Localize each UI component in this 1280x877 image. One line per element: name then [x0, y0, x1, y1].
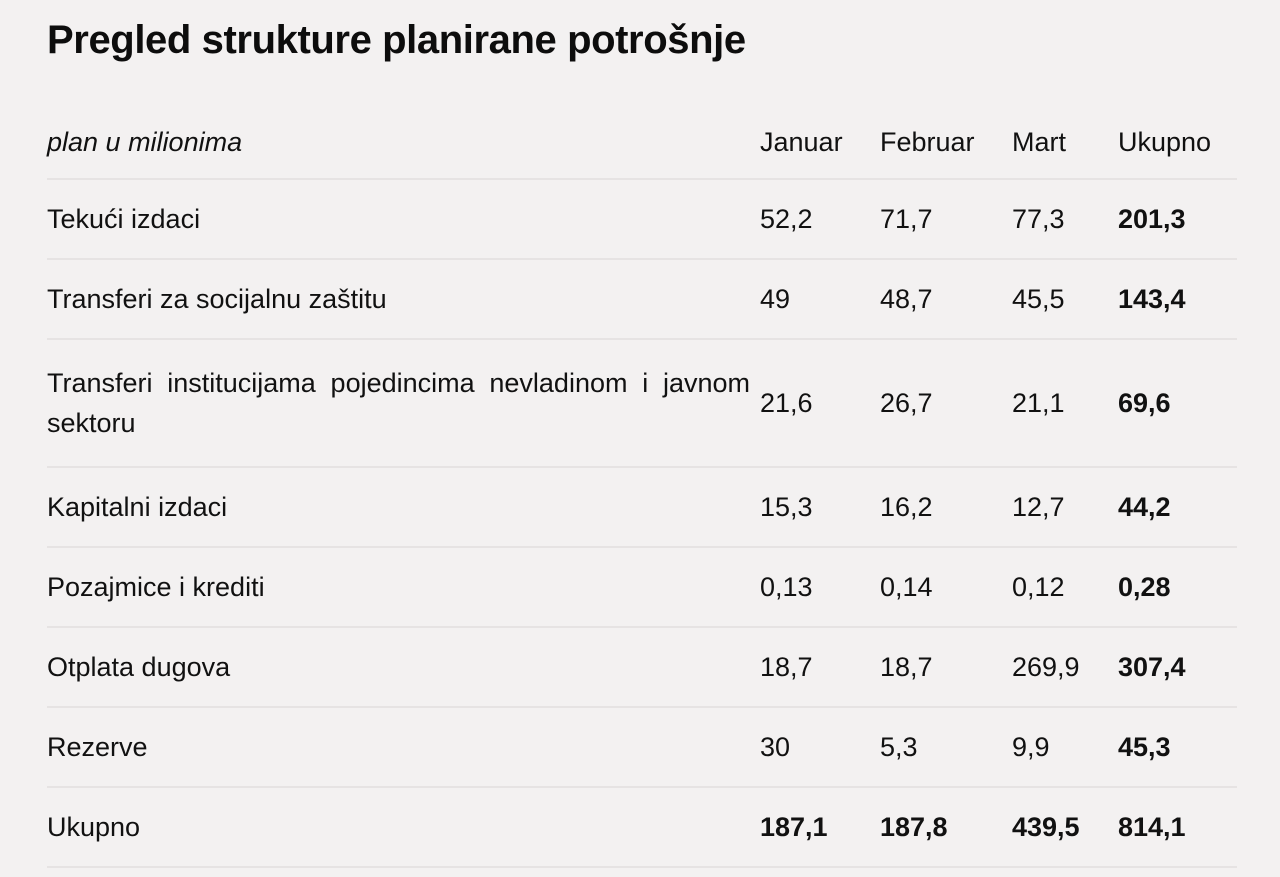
cell-ukupno: 143,4 [1118, 258, 1237, 339]
spending-table: plan u milionima Januar Februar Mart Uku… [47, 106, 1237, 868]
row-label-cell: Rezerve [47, 706, 760, 787]
cell-januar: 52,2 [760, 178, 880, 259]
row-label-cell: Kapitalni izdaci [47, 466, 760, 547]
row-label: Rezerve [47, 732, 148, 762]
cell-mart: 9,9 [1012, 706, 1118, 787]
cell-ukupno: 0,28 [1118, 546, 1237, 627]
row-label-cell: Tekući izdaci [47, 178, 760, 259]
row-label-cell: Otplata dugova [47, 626, 760, 707]
cell-mart: 77,3 [1012, 178, 1118, 259]
page-title: Pregled strukture planirane potrošnje [47, 18, 746, 62]
cell-februar: 71,7 [880, 178, 1012, 259]
row-label: Otplata dugova [47, 652, 231, 682]
cell-februar: 16,2 [880, 466, 1012, 547]
unit-label: plan u milionima [47, 126, 243, 157]
table-row: Pozajmice i krediti 0,13 0,14 0,12 0,28 [47, 546, 1237, 627]
cell-ukupno: 307,4 [1118, 626, 1237, 707]
row-label: Transferi institucijama pojedincima nevl… [47, 368, 750, 438]
cell-februar: 5,3 [880, 706, 1012, 787]
cell-mart: 21,1 [1012, 338, 1118, 467]
cell-mart: 0,12 [1012, 546, 1118, 627]
cell-januar: 18,7 [760, 626, 880, 707]
row-label: Kapitalni izdaci [47, 492, 228, 522]
cell-februar: 48,7 [880, 258, 1012, 339]
total-februar: 187,8 [880, 786, 1012, 868]
cell-januar: 30 [760, 706, 880, 787]
cell-ukupno: 201,3 [1118, 178, 1237, 259]
cell-januar: 49 [760, 258, 880, 339]
table-row: Rezerve 30 5,3 9,9 45,3 [47, 706, 1237, 787]
cell-ukupno: 45,3 [1118, 706, 1237, 787]
row-label-cell: Pozajmice i krediti [47, 546, 760, 627]
table-header-row: plan u milionima Januar Februar Mart Uku… [47, 106, 1237, 179]
cell-ukupno: 69,6 [1118, 338, 1237, 467]
row-label: Transferi za socijalnu zaštitu [47, 284, 387, 314]
table-row: Tekući izdaci 52,2 71,7 77,3 201,3 [47, 178, 1237, 259]
table-row: Kapitalni izdaci 15,3 16,2 12,7 44,2 [47, 466, 1237, 547]
cell-februar: 18,7 [880, 626, 1012, 707]
column-header-ukupno: Ukupno [1118, 126, 1212, 157]
total-mart: 439,5 [1012, 786, 1118, 868]
table-row: Otplata dugova 18,7 18,7 269,9 307,4 [47, 626, 1237, 707]
column-header-mart: Mart [1012, 126, 1066, 157]
cell-mart: 12,7 [1012, 466, 1118, 547]
row-label-cell: Transferi za socijalnu zaštitu [47, 258, 760, 339]
cell-januar: 21,6 [760, 338, 880, 467]
row-label: Tekući izdaci [47, 204, 201, 234]
row-label-cell: Transferi institucijama pojedincima nevl… [47, 338, 760, 467]
cell-februar: 0,14 [880, 546, 1012, 627]
row-label: Pozajmice i krediti [47, 572, 265, 602]
total-ukupno: 814,1 [1118, 786, 1237, 868]
total-row-label-cell: Ukupno [47, 786, 760, 868]
cell-mart: 45,5 [1012, 258, 1118, 339]
total-row-label: Ukupno [47, 812, 141, 842]
table-row: Transferi institucijama pojedincima nevl… [47, 338, 1237, 467]
cell-mart: 269,9 [1012, 626, 1118, 707]
cell-januar: 0,13 [760, 546, 880, 627]
table-row: Transferi za socijalnu zaštitu 49 48,7 4… [47, 258, 1237, 339]
total-row: Ukupno 187,1 187,8 439,5 814,1 [47, 786, 1237, 868]
column-header-januar: Januar [760, 126, 843, 157]
column-header-februar: Februar [880, 126, 975, 157]
cell-ukupno: 44,2 [1118, 466, 1237, 547]
cell-februar: 26,7 [880, 338, 1012, 467]
cell-januar: 15,3 [760, 466, 880, 547]
total-januar: 187,1 [760, 786, 880, 868]
